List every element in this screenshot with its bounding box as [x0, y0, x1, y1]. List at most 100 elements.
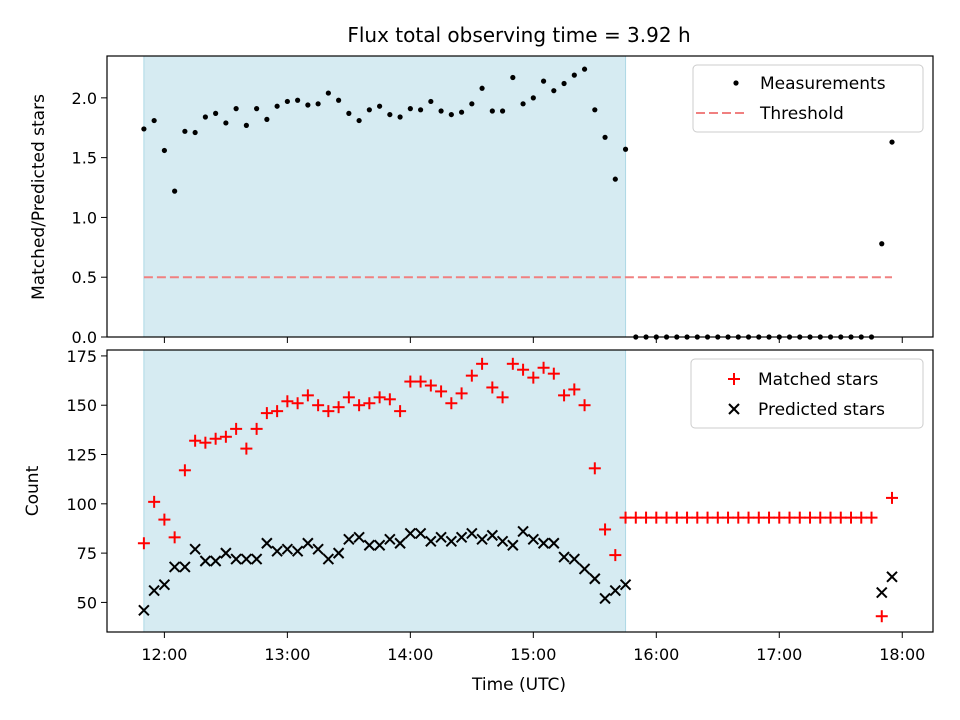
predicted-stars-point: [179, 561, 191, 573]
predicted-stars-point: [363, 539, 376, 551]
measurements-point: [213, 110, 219, 116]
predicted-stars-point: [548, 537, 560, 549]
legend-measurements-marker: [733, 80, 739, 86]
chart-title: Flux total observing time = 3.92 h: [347, 23, 690, 47]
matched-stars-point: [773, 511, 786, 524]
matched-stars-point: [527, 371, 540, 384]
matched-stars-point: [742, 511, 755, 524]
bottom-x-tick-label: 13:00: [264, 645, 310, 664]
predicted-stars-point: [466, 527, 478, 540]
matched-stars-point: [342, 391, 355, 404]
predicted-stars-point: [609, 584, 622, 597]
bottom-x-tick-label: 15:00: [510, 645, 556, 664]
matched-stars-point: [424, 379, 437, 392]
bottom-y-tick-label: 150: [66, 396, 97, 415]
predicted-stars-point: [394, 537, 406, 549]
matched-stars-point: [496, 391, 509, 404]
predicted-stars-point: [414, 527, 427, 540]
measurements-point: [377, 103, 383, 109]
measurements-point: [387, 111, 393, 118]
bottom-y-tick-label: 175: [66, 347, 97, 366]
measurements-point: [551, 88, 557, 94]
top-y-tick-label: 0.5: [72, 268, 97, 287]
measurements-point: [336, 97, 342, 103]
measurements-point: [448, 111, 454, 118]
predicted-stars-point: [302, 537, 314, 549]
top-y-tick-label: 1.5: [72, 149, 97, 168]
legend-predicted-marker: [728, 403, 740, 415]
matched-stars-point: [517, 363, 530, 376]
predicted-stars-point: [158, 578, 171, 591]
measurements-point: [622, 146, 629, 152]
matched-stars-point: [547, 367, 560, 380]
matched-stars-point: [824, 511, 837, 524]
measurements-point: [295, 97, 301, 103]
measurements-point: [397, 114, 403, 120]
predicted-stars-point: [230, 553, 242, 565]
matched-stars-point: [599, 523, 612, 536]
matched-stars-point: [783, 511, 796, 524]
measurements-point: [561, 80, 567, 87]
predicted-stars-point: [373, 539, 386, 551]
matched-stars-point: [301, 389, 314, 402]
matched-stars-point: [875, 610, 888, 623]
legend-matched-label: Matched stars: [758, 370, 878, 390]
matched-stars-point: [158, 513, 171, 526]
predicted-stars-point: [455, 531, 468, 544]
measurements-point: [417, 107, 424, 113]
predicted-stars-point: [271, 545, 283, 557]
predicted-stars-point: [281, 543, 294, 555]
matched-stars-point: [619, 511, 632, 524]
matched-stars-point: [814, 511, 827, 524]
top-legend-box: [692, 64, 924, 133]
matched-stars-point: [793, 511, 806, 524]
predicted-stars-point: [876, 586, 888, 599]
measurements-point: [602, 134, 608, 140]
predicted-stars-point: [425, 535, 437, 547]
matched-stars-point: [834, 511, 847, 524]
bottom-legend: Matched stars Predicted stars: [690, 358, 924, 429]
measurements-point: [499, 108, 506, 114]
predicted-stars-point: [199, 555, 212, 567]
bottom-x-tick-label: 12:00: [141, 645, 187, 664]
measurements-point: [254, 106, 260, 112]
predicted-stars-point: [209, 555, 222, 567]
measurements-point: [192, 129, 198, 136]
matched-stars-point: [722, 511, 735, 524]
matched-stars-point: [845, 511, 858, 524]
predicted-stars-point: [261, 537, 273, 549]
matched-stars-point: [178, 464, 191, 477]
measurements-point: [510, 74, 516, 81]
matched-stars-point: [353, 399, 366, 412]
matched-stars-point: [250, 422, 263, 435]
matched-stars-point: [271, 405, 284, 418]
predicted-stars-point: [343, 533, 355, 546]
matched-stars-point: [670, 511, 683, 524]
matched-stars-point: [476, 357, 489, 370]
measurements-point: [469, 101, 475, 107]
matched-stars-point: [650, 511, 663, 524]
matched-stars-point: [219, 430, 232, 443]
predicted-stars-point: [240, 553, 253, 565]
matched-stars-point: [691, 511, 704, 524]
matched-stars-point: [629, 511, 642, 524]
predicted-stars-point: [517, 525, 529, 538]
measurements-point: [571, 72, 577, 78]
matched-stars-point: [363, 397, 376, 410]
predicted-stars-point: [619, 578, 632, 591]
matched-stars-point: [435, 385, 448, 398]
predicted-stars-point: [445, 535, 458, 547]
measurements-point: [879, 241, 885, 247]
matched-stars-point: [855, 511, 868, 524]
predicted-stars-point: [486, 529, 499, 542]
matched-stars-point: [383, 393, 396, 406]
predicted-stars-point: [507, 539, 519, 551]
legend-matched-marker: [728, 373, 740, 385]
measurements-point: [284, 98, 290, 105]
predicted-stars-point: [537, 537, 550, 549]
bottom-y-tick-label: 75: [77, 544, 97, 563]
x-axis-label: Time (UTC): [471, 675, 566, 695]
matched-stars-point: [701, 511, 714, 524]
matched-stars-point: [804, 511, 817, 524]
